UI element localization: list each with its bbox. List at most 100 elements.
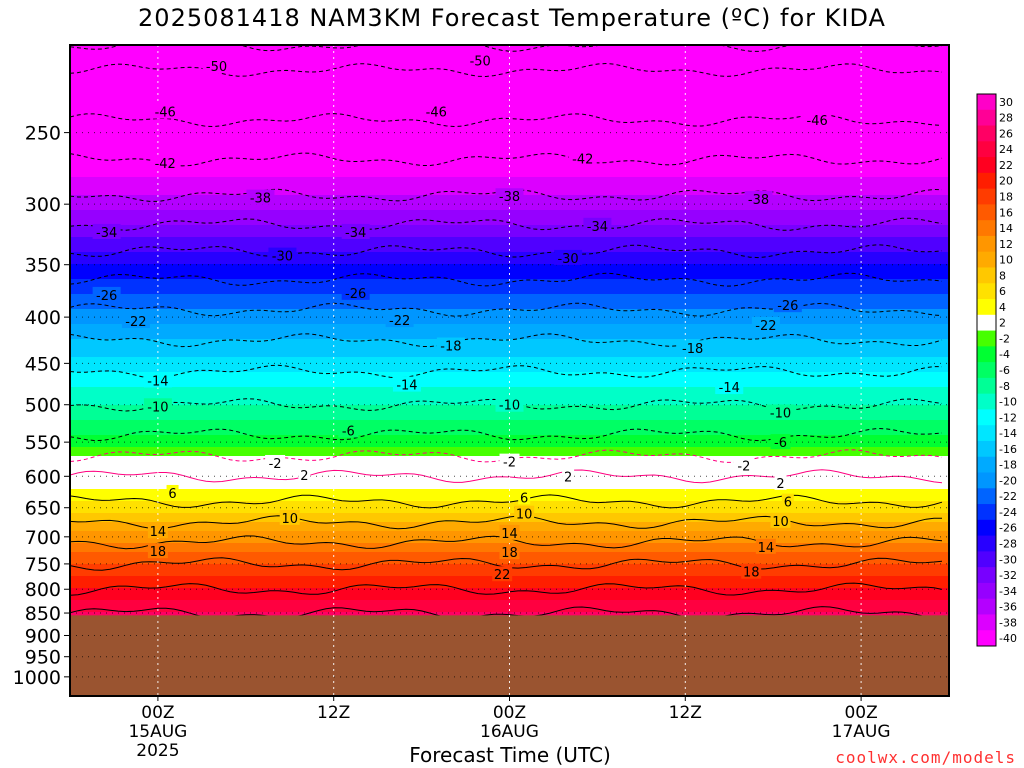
contour-label: -14 <box>396 379 417 394</box>
chart-title: 2025081418 NAM3KM Forecast Temperature (… <box>138 4 886 32</box>
shade-band <box>70 342 949 346</box>
colorbar-swatch <box>977 440 996 458</box>
colorbar-label: -38 <box>999 616 1017 629</box>
colorbar-swatch <box>977 172 996 190</box>
shade-band <box>70 270 949 274</box>
colorbar-swatch <box>977 425 996 442</box>
contour-label: -46 <box>807 114 828 129</box>
colorbar-label: -34 <box>999 585 1017 598</box>
site-credit-link[interactable]: coolwx.com/models <box>835 748 1016 767</box>
shade-band <box>70 480 949 484</box>
colorbar-label: -2 <box>999 332 1010 345</box>
contour-label: -2 <box>737 460 750 475</box>
contour-label: -6 <box>774 436 787 451</box>
contour-label-bg <box>466 52 495 68</box>
shade-band <box>70 216 949 220</box>
colorbar-swatch <box>977 94 996 111</box>
colorbar-label: -4 <box>999 348 1010 361</box>
colorbar-swatch <box>977 551 996 568</box>
colorbar-label: 2 <box>999 317 1006 330</box>
shade-band <box>70 150 949 154</box>
contour-label-bg <box>781 493 794 509</box>
colorbar-swatch <box>977 456 996 474</box>
contour-label-bg <box>298 466 311 482</box>
grid-lines <box>70 45 949 696</box>
contour-label-bg <box>492 566 513 582</box>
isotherm-line <box>70 188 943 202</box>
shade-band <box>70 96 949 100</box>
colorbar-label: -30 <box>999 553 1017 566</box>
shade-band <box>70 438 949 442</box>
contour-label-bg <box>121 313 150 329</box>
colorbar-label: 8 <box>999 269 1006 282</box>
shade-band <box>70 108 949 112</box>
contour-label-bg <box>774 474 787 490</box>
shade-band <box>70 474 949 478</box>
shade-band <box>70 600 949 604</box>
colorbar-label: -28 <box>999 537 1017 550</box>
shade-band <box>70 384 949 388</box>
shade-band <box>70 138 949 142</box>
contour-label: 14 <box>758 541 775 556</box>
shade-band <box>70 498 949 502</box>
isotherm-line <box>70 152 943 167</box>
isotherm-line <box>70 494 943 509</box>
contour-label: -18 <box>682 342 703 357</box>
contour-label-bg <box>568 150 597 166</box>
y-tick-label: 400 <box>25 307 61 329</box>
shade-band <box>70 468 949 472</box>
contour-label: -2 <box>269 457 282 472</box>
x-tick-date: 15AUG <box>128 722 187 742</box>
colorbar-label: 28 <box>999 112 1013 125</box>
shade-band <box>70 336 949 340</box>
contour-label-bg <box>338 422 359 438</box>
shade-band <box>70 210 949 214</box>
contour-label: -50 <box>470 54 491 69</box>
colorbar-label: 18 <box>999 191 1013 204</box>
contour-label: -46 <box>155 106 176 121</box>
colorbar-swatch <box>977 582 996 600</box>
contour-labels: -50 -50 -46 -46 -46 -42 -42 -38 -38 -38 -34 -34 -34 -… <box>92 52 832 583</box>
contour-label: 2 <box>564 470 572 485</box>
contour-label-bg <box>279 509 300 525</box>
isotherm-line <box>70 398 943 412</box>
shade-band <box>70 366 949 370</box>
contour-label: -30 <box>272 250 293 265</box>
shade-band <box>70 186 949 190</box>
colorbar-swatch <box>977 472 996 489</box>
contour-label-bg <box>392 376 421 392</box>
colorbar-swatch <box>977 535 996 552</box>
contour-label: -14 <box>147 374 168 389</box>
shade-band <box>70 450 949 454</box>
shade-band <box>70 306 949 310</box>
shade-band <box>70 378 949 382</box>
contour-label: 18 <box>501 546 518 561</box>
shade-band <box>70 300 949 304</box>
colorbar-label: -40 <box>999 632 1017 645</box>
y-tick-label: 250 <box>25 123 61 145</box>
contour-label-bg <box>583 217 612 233</box>
contour-label: 18 <box>743 566 760 581</box>
shade-band <box>70 276 949 280</box>
shade-band <box>70 432 949 436</box>
contour-label-bg <box>495 396 524 412</box>
contour-label-bg <box>495 188 524 204</box>
x-tick-year: 2025 <box>136 741 179 761</box>
contour-label: -2 <box>503 456 516 471</box>
shade-band <box>70 114 949 118</box>
contour-label: 10 <box>281 512 298 527</box>
shade-band <box>70 426 949 430</box>
colorbar-label: 12 <box>999 238 1013 251</box>
contour-label: 18 <box>150 545 167 560</box>
contour-label-bg <box>92 286 121 302</box>
x-tick-label: 00Z <box>844 703 877 723</box>
contour-label-bg <box>741 563 762 579</box>
isotherm-line <box>70 45 943 52</box>
contour-label-bg <box>436 337 465 353</box>
shade-band <box>70 66 949 70</box>
colorbar-legend: 30 28 26 24 22 20 18 16 14 12 10 8 6 4 2 -2 -4 -6 -8 -10 -12… <box>976 93 1017 647</box>
shade-band <box>70 582 949 586</box>
colorbar-swatch <box>977 567 996 584</box>
shade-band <box>70 204 949 208</box>
isotherm-line <box>70 272 943 287</box>
